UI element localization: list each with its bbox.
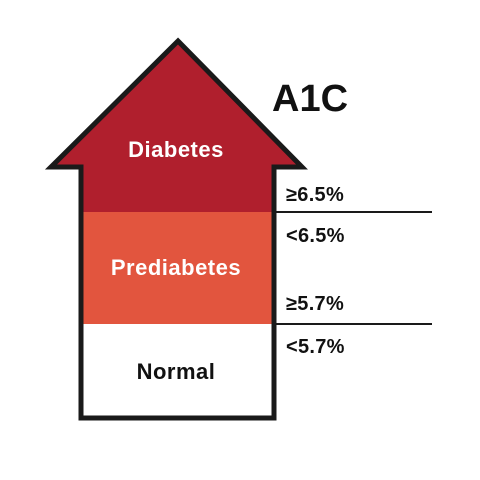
threshold-prediabetes-min: ≥5.7% xyxy=(286,293,345,315)
diabetes-label: Diabetes xyxy=(128,137,224,162)
prediabetes-label: Prediabetes xyxy=(110,255,242,280)
threshold-normal-max: <5.7% xyxy=(286,336,345,358)
arrow-outline xyxy=(44,37,308,421)
diabetes-zone xyxy=(51,41,302,212)
threshold-diabetes-min: ≥6.5% xyxy=(286,184,345,206)
prediabetes-zone xyxy=(81,212,274,324)
diagram-title: A1C xyxy=(272,78,349,120)
normal-label: Normal xyxy=(136,359,216,384)
threshold-prediabetes-max: <6.5% xyxy=(286,225,345,247)
divider-prediabetes-normal xyxy=(274,323,432,325)
divider-diabetes-prediabetes xyxy=(274,211,432,213)
normal-zone xyxy=(81,324,274,418)
